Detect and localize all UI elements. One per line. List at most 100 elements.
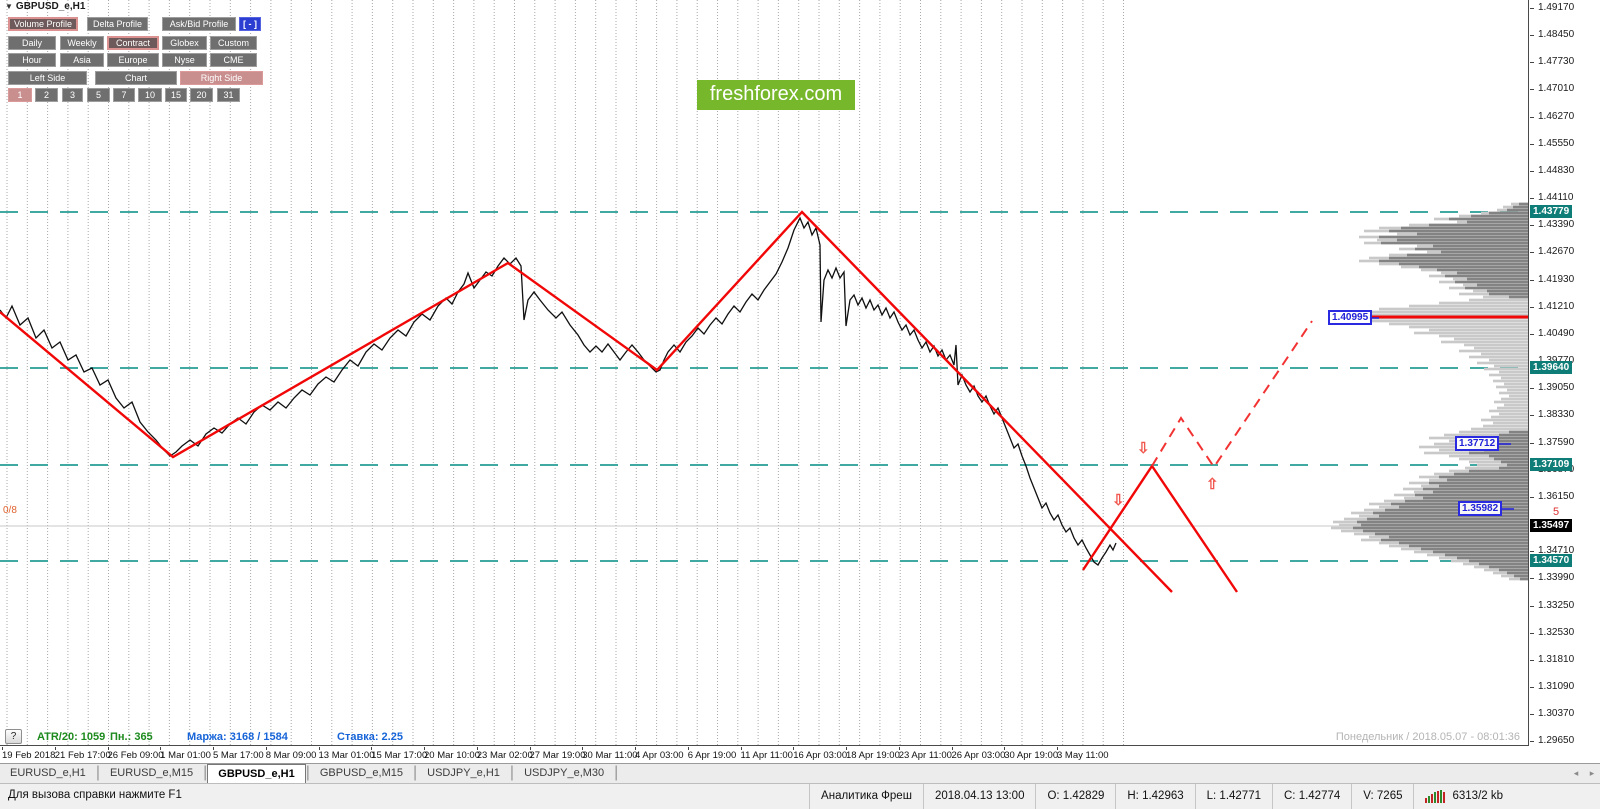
x-axis-date-label: 26 Feb 09:00 bbox=[107, 750, 164, 761]
y-axis-tick-mark bbox=[1530, 225, 1534, 226]
y-axis-tick-mark bbox=[1530, 144, 1534, 145]
tab-separator: | bbox=[614, 764, 619, 781]
chart-title: ▼ GBPUSD_e,H1 bbox=[5, 1, 85, 12]
x-axis-date-label: 1 Mar 01:00 bbox=[160, 750, 211, 761]
y-axis-tick: 1.37590 bbox=[1538, 437, 1575, 448]
arrow-up-icon: ⇧ bbox=[1206, 476, 1219, 493]
panel-button-custom[interactable]: Custom bbox=[210, 36, 257, 50]
price-target-label[interactable]: 1.35982 bbox=[1458, 501, 1503, 516]
x-axis-tick-mark bbox=[476, 747, 478, 750]
price-target-label[interactable]: 1.37712 bbox=[1455, 436, 1500, 451]
y-axis-tick: 1.31810 bbox=[1538, 654, 1575, 665]
pivot-price-label: 1.34570 bbox=[1530, 554, 1573, 567]
status-cell: L: 1.42771 bbox=[1194, 784, 1272, 809]
tab-scroll-left-icon[interactable]: ◂ bbox=[1573, 768, 1579, 778]
panel-button-10[interactable]: 10 bbox=[138, 88, 162, 102]
y-axis-tick-mark bbox=[1530, 660, 1534, 661]
x-axis-date-label: 21 Feb 17:00 bbox=[54, 750, 111, 761]
panel-button-right-side[interactable]: Right Side bbox=[180, 71, 263, 85]
tab-separator: | bbox=[509, 764, 515, 781]
panel-button-20[interactable]: 20 bbox=[190, 88, 213, 102]
y-axis-tick-mark bbox=[1530, 606, 1534, 607]
panel-button-5[interactable]: 5 bbox=[87, 88, 110, 102]
y-axis-tick: 1.33250 bbox=[1538, 600, 1575, 611]
price-chart bbox=[0, 0, 1528, 745]
panel-button-15[interactable]: 15 bbox=[165, 88, 187, 102]
y-axis-tick-mark bbox=[1530, 741, 1534, 742]
chart-tab-usdjpy-e-m30[interactable]: USDJPY_e,M30 bbox=[524, 767, 605, 779]
panel-button-nyse[interactable]: Nyse bbox=[162, 53, 207, 67]
x-axis-tick-mark bbox=[213, 747, 214, 750]
y-axis-tick: 1.43390 bbox=[1538, 219, 1575, 230]
rate-value: Ставка: 2.25 bbox=[337, 731, 403, 743]
panel-button-3[interactable]: 3 bbox=[62, 88, 83, 102]
panel-button-contract[interactable]: Contract bbox=[107, 36, 159, 50]
y-axis-tick-mark bbox=[1530, 551, 1534, 552]
x-axis-tick-mark bbox=[371, 747, 373, 750]
y-axis-tick-mark bbox=[1530, 8, 1534, 9]
y-axis-tick: 1.34710 bbox=[1538, 545, 1575, 556]
chevron-down-icon[interactable]: ▼ bbox=[5, 2, 13, 11]
y-axis-tick: 1.49170 bbox=[1538, 2, 1575, 13]
panel-button-cme[interactable]: CME bbox=[210, 53, 257, 67]
panel-button-1[interactable]: 1 bbox=[8, 88, 32, 102]
tab-separator: | bbox=[413, 764, 418, 781]
panel-button-[interactable]: [ - ] bbox=[239, 17, 261, 31]
panel-button-daily[interactable]: Daily bbox=[8, 36, 56, 50]
y-axis-tick: 1.44830 bbox=[1538, 165, 1575, 176]
panel-button-31[interactable]: 31 bbox=[217, 88, 240, 102]
help-button[interactable]: ? bbox=[5, 729, 22, 744]
tab-scroll-right-icon[interactable]: ▸ bbox=[1589, 768, 1595, 778]
y-axis-tick: 1.46270 bbox=[1538, 111, 1575, 122]
panel-button-europe[interactable]: Europe bbox=[107, 53, 159, 67]
tab-separator: | bbox=[203, 764, 208, 781]
y-axis-tick: 1.42670 bbox=[1538, 246, 1575, 257]
trend-lines[interactable] bbox=[0, 210, 1238, 593]
panel-button-globex[interactable]: Globex bbox=[162, 36, 207, 50]
chart-tab-eurusd-e-m15[interactable]: EURUSD_e,M15 bbox=[109, 767, 194, 779]
y-axis-tick: 1.44110 bbox=[1538, 192, 1574, 203]
x-axis-date-label: 6 Apr 19:00 bbox=[687, 750, 737, 761]
chart-tab-eurusd-e-h1[interactable]: EURUSD_e,H1 bbox=[10, 767, 86, 779]
panel-button-hour[interactable]: Hour bbox=[8, 53, 56, 67]
x-axis-date-label: 20 Mar 10:00 bbox=[424, 750, 480, 761]
panel-button-volume-profile[interactable]: Volume Profile bbox=[8, 17, 78, 31]
status-cell: 2018.04.13 13:00 bbox=[922, 784, 1036, 809]
panel-button-2[interactable]: 2 bbox=[35, 88, 58, 102]
volume-profile-histogram bbox=[1331, 202, 1528, 581]
price-axis[interactable]: 5 1.49170 1.48450 1.47730 1.47010 1.46270 1.4… bbox=[1530, 0, 1600, 763]
x-axis-date-label: 23 Mar 02:00 bbox=[476, 750, 533, 761]
x-axis-tick-mark bbox=[740, 747, 742, 750]
status-cell: V: 7265 bbox=[1351, 784, 1413, 809]
panel-button-weekly[interactable]: Weekly bbox=[60, 36, 104, 50]
panel-button-7[interactable]: 7 bbox=[113, 88, 135, 102]
y-axis-tick: 1.31090 bbox=[1538, 681, 1575, 692]
panel-button-ask-bid-profile[interactable]: Ask/Bid Profile bbox=[162, 17, 236, 31]
pn-value: Пн.: 365 bbox=[110, 731, 153, 743]
x-axis-date-label: 11 Apr 11:00 bbox=[740, 750, 793, 761]
panel-button-delta-profile[interactable]: Delta Profile bbox=[87, 17, 148, 31]
panel-button-asia[interactable]: Asia bbox=[60, 53, 104, 67]
y-axis-tick: 1.36150 bbox=[1538, 491, 1575, 502]
grid-lines bbox=[6, 0, 1124, 745]
current-price-label: 1.35497 bbox=[1530, 519, 1573, 532]
x-axis-date-label: 5 Mar 17:00 bbox=[213, 750, 264, 761]
y-axis-tick-mark bbox=[1530, 252, 1534, 253]
tab-separator: | bbox=[305, 764, 310, 781]
chart-tab-gbpusd-e-m15[interactable]: GBPUSD_e,M15 bbox=[319, 767, 403, 779]
price-target-label[interactable]: 1.40995 bbox=[1328, 310, 1373, 325]
atr-value: ATR/20: 1059 bbox=[37, 731, 106, 743]
panel-button-left-side[interactable]: Left Side bbox=[8, 71, 87, 85]
time-axis[interactable]: 19 Feb 2018 21 Feb 17:00 26 Feb 09:00 1 Mar… bbox=[0, 747, 1529, 763]
x-axis-tick-mark bbox=[265, 747, 267, 750]
pivot-price-label: 1.37109 bbox=[1530, 458, 1573, 471]
chart-tab-gbpusd-e-h1[interactable]: GBPUSD_e,H1 bbox=[207, 764, 306, 783]
panel-button-chart[interactable]: Chart bbox=[95, 71, 177, 85]
x-axis-tick-mark bbox=[582, 747, 584, 750]
chart-tab-usdjpy-e-h1[interactable]: USDJPY_e,H1 bbox=[427, 767, 500, 779]
forecast-dashed-line[interactable] bbox=[1151, 320, 1313, 469]
chart-canvas[interactable]: ▼ GBPUSD_e,H1 Volume Profile Delta Profile… bbox=[0, 0, 1529, 746]
y-axis-tick-mark bbox=[1530, 280, 1534, 281]
x-axis-date-label: 23 Apr 11:00 bbox=[898, 750, 952, 761]
